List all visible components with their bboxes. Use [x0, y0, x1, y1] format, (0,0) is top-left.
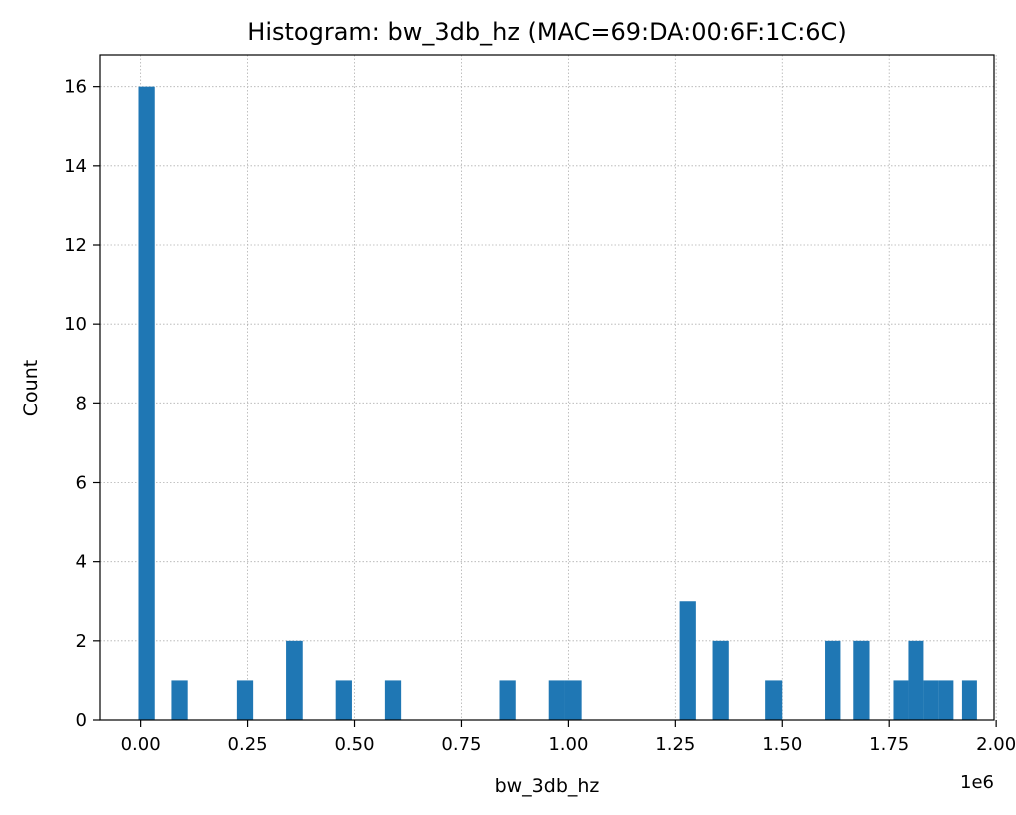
- x-tick-label: 0.50: [334, 734, 374, 755]
- x-tick-label: 1.75: [869, 734, 909, 755]
- y-tick-label: 6: [76, 473, 87, 494]
- y-tick-label: 0: [76, 710, 87, 731]
- y-tick-label: 14: [64, 156, 87, 177]
- x-tick-label: 0.25: [228, 734, 268, 755]
- y-tick-label: 4: [76, 552, 87, 573]
- histogram-bar: [286, 640, 303, 720]
- histogram-bar: [499, 680, 516, 720]
- histogram-bar: [335, 680, 352, 720]
- histogram-bar: [923, 680, 939, 720]
- y-axis-label: Count: [20, 360, 42, 416]
- x-tick-label: 0.75: [441, 734, 481, 755]
- y-axis-ticks: 0 2 4 6 8 10 12 14 16: [64, 77, 100, 731]
- histogram-bar: [765, 680, 783, 720]
- histogram-bar: [712, 640, 729, 720]
- histogram-bar: [961, 680, 977, 720]
- x-axis-ticks: 0.00 0.25 0.50 0.75 1.00 1.25 1.50 1.75 2.00: [121, 720, 1016, 755]
- histogram-bar: [138, 86, 155, 720]
- histogram-bar: [171, 680, 188, 720]
- histogram-bar: [825, 640, 841, 720]
- y-tick-label: 10: [64, 314, 87, 335]
- y-tick-label: 8: [76, 393, 87, 414]
- histogram-bar: [564, 680, 582, 720]
- x-tick-label: 1.00: [548, 734, 588, 755]
- histogram-bar: [548, 680, 565, 720]
- histogram-bar: [938, 680, 954, 720]
- x-tick-label: 1.25: [655, 734, 695, 755]
- x-tick-label: 1.50: [762, 734, 802, 755]
- histogram-bar: [679, 601, 696, 720]
- y-tick-label: 2: [76, 631, 87, 652]
- chart-title: Histogram: bw_3db_hz (MAC=69:DA:00:6F:1C…: [247, 18, 846, 46]
- x-tick-label: 2.00: [976, 734, 1016, 755]
- plot-area: [100, 55, 994, 720]
- histogram-bar: [236, 680, 254, 720]
- y-tick-label: 12: [64, 235, 87, 256]
- y-tick-label: 16: [64, 77, 87, 98]
- histogram-bar: [384, 680, 402, 720]
- histogram-bar: [853, 640, 870, 720]
- histogram-bar: [908, 640, 924, 720]
- x-axis-offset-text: 1e6: [960, 772, 994, 793]
- x-axis-label: bw_3db_hz: [495, 775, 600, 797]
- plot-frame: [99, 54, 995, 721]
- histogram-bars: [138, 86, 977, 720]
- x-tick-label: 0.00: [121, 734, 161, 755]
- histogram-bar: [893, 680, 909, 720]
